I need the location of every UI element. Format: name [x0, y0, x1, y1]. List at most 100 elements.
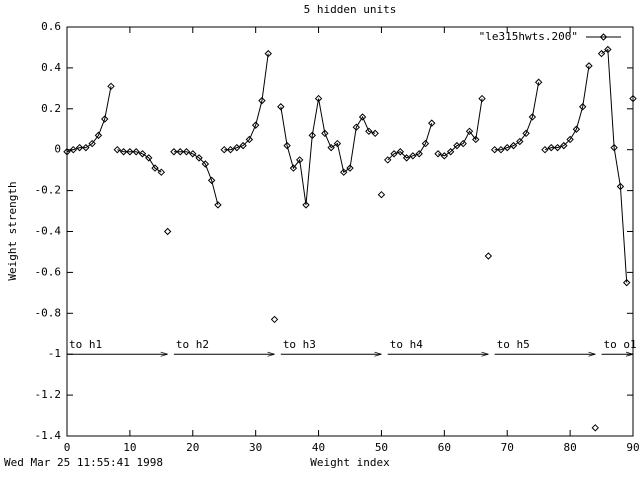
data-point	[333, 139, 342, 148]
series-line	[601, 48, 628, 283]
data-point	[428, 119, 436, 127]
series-line	[494, 82, 540, 151]
y-tick-label: 0.6	[41, 20, 61, 33]
data-point	[63, 148, 71, 156]
x-tick-label: 50	[375, 441, 388, 454]
data-point	[572, 125, 581, 133]
y-tick-label: 0.4	[41, 61, 61, 74]
data-point	[390, 150, 398, 158]
data-point	[534, 78, 543, 86]
y-tick-label: 0	[54, 143, 61, 156]
data-point	[371, 129, 379, 138]
y-tick-label: -1	[48, 347, 61, 360]
data-point	[591, 424, 599, 432]
data-point	[302, 201, 310, 209]
annotation-label: to h2	[176, 338, 209, 351]
data-point	[566, 135, 574, 144]
data-point	[459, 139, 467, 148]
data-point	[585, 62, 593, 70]
data-point	[484, 252, 493, 260]
data-point	[616, 182, 625, 191]
data-point	[145, 154, 153, 162]
y-axis-label: Weight strength	[6, 181, 19, 280]
annotation-label: to h5	[497, 338, 530, 351]
data-point	[82, 143, 90, 152]
data-point	[541, 145, 549, 154]
data-point	[610, 143, 618, 152]
data-point	[126, 148, 134, 156]
x-tick-label: 10	[123, 441, 136, 454]
data-point	[346, 164, 354, 172]
data-point	[75, 143, 84, 152]
data-point	[327, 143, 335, 152]
data-point	[119, 148, 128, 156]
data-point	[189, 150, 197, 158]
series-line	[66, 86, 112, 153]
data-point	[516, 137, 524, 146]
data-point	[201, 160, 210, 168]
data-point	[226, 145, 235, 154]
legend-marker	[599, 33, 608, 41]
timestamp: Wed Mar 25 11:55:41 1998	[4, 456, 163, 469]
data-point	[365, 127, 373, 136]
series-line	[224, 53, 269, 151]
data-point	[553, 143, 562, 152]
data-point	[503, 143, 511, 152]
data-point	[358, 113, 367, 121]
y-tick-label: -1.2	[35, 388, 62, 401]
data-point	[245, 135, 254, 144]
y-tick-label: 0.2	[41, 102, 61, 115]
y-tick-label: -0.4	[35, 225, 62, 238]
data-point	[604, 45, 612, 54]
data-point	[578, 103, 587, 111]
data-point	[258, 96, 266, 105]
data-point	[352, 123, 360, 131]
data-point	[623, 278, 631, 287]
data-point	[170, 148, 178, 156]
y-tick-label: -0.2	[35, 184, 62, 197]
data-point	[107, 82, 115, 91]
annotation-label: to o1	[604, 338, 637, 351]
x-tick-label: 30	[249, 441, 262, 454]
series-line	[173, 151, 219, 206]
data-point	[629, 94, 637, 103]
data-point	[214, 201, 222, 209]
data-point	[283, 141, 291, 150]
data-point	[497, 145, 505, 154]
data-point	[340, 168, 348, 176]
data-point	[384, 156, 392, 164]
series-line	[437, 98, 483, 157]
data-point	[377, 190, 386, 199]
data-point	[528, 113, 537, 121]
annotation-label: to h1	[69, 338, 102, 351]
data-point	[151, 164, 159, 172]
x-tick-label: 90	[626, 441, 639, 454]
data-point	[409, 152, 417, 160]
data-point	[478, 94, 486, 103]
data-point	[440, 152, 449, 160]
data-point	[522, 129, 530, 138]
series-line	[280, 98, 376, 205]
chart-title: 5 hidden units	[304, 3, 397, 16]
annotation-label: to h4	[390, 338, 423, 351]
data-point	[270, 315, 279, 324]
series-line	[117, 149, 162, 173]
x-tick-label: 80	[563, 441, 576, 454]
data-point	[321, 129, 329, 138]
data-point	[176, 148, 184, 156]
y-tick-label: -0.8	[35, 306, 62, 319]
series-line	[544, 65, 590, 151]
data-point	[434, 150, 442, 158]
legend-label: "le315hwts.200"	[479, 30, 578, 43]
data-point	[264, 49, 272, 58]
annotation-label: to h3	[283, 338, 316, 351]
data-point	[472, 135, 480, 144]
data-point	[402, 154, 411, 162]
data-point	[163, 227, 172, 236]
data-point	[69, 145, 77, 154]
data-point	[490, 145, 499, 154]
data-point	[220, 145, 228, 154]
data-point	[421, 139, 430, 148]
data-point	[113, 145, 122, 154]
